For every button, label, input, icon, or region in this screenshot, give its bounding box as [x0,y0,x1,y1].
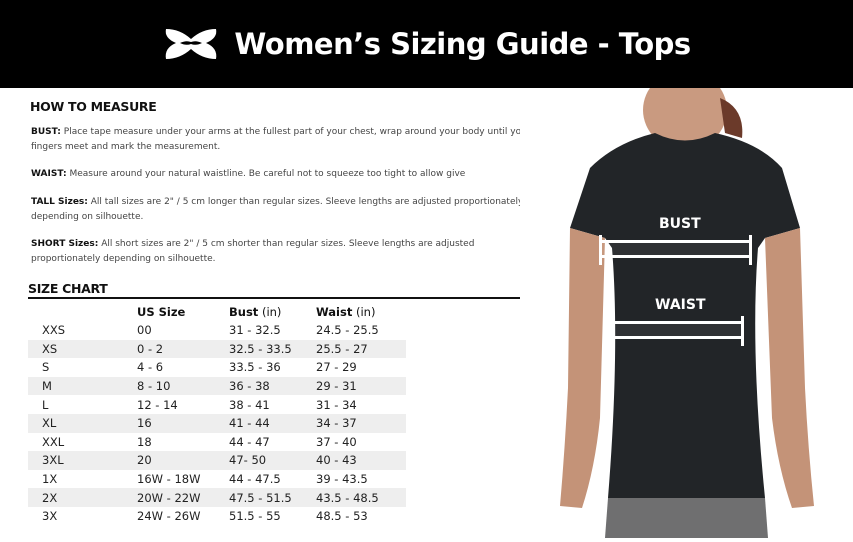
short-text: All short sizes are 2" / 5 cm shorter th… [31,239,475,264]
waist-label: WAIST: [31,169,67,179]
size-cell: XL [28,413,137,433]
waist-cell: 25.5 - 27 [316,339,406,359]
bust-text: Place tape measure under your arms at th… [31,127,531,152]
tall-instructions: TALL Sizes: All tall sizes are 2" / 5 cm… [31,195,536,225]
table-row: 1X 16W - 18W 44 - 47.5 39 - 43.5 [28,470,406,489]
bust-cell: 31 - 32.5 [229,323,281,338]
us-size-cell: 24W - 26W [137,509,201,524]
column-header-us-size: US Size [137,304,186,319]
table-row: XXS 00 31 - 32.5 24.5 - 25.5 [28,321,406,340]
page-title: Women’s Sizing Guide - Tops [234,27,691,61]
waist-measure-line [607,316,744,346]
size-cell: XXL [42,434,65,449]
bust-label: BUST: [31,127,61,137]
model-shirt-image [520,70,853,538]
bust-cell: 44 - 47 [229,434,270,449]
tall-text: All tall sizes are 2" / 5 cm longer than… [31,197,524,222]
size-cell: 3XL [28,451,137,470]
waist-cell: 48.5 - 53 [316,509,368,524]
size-chart-table: US Size Bust (in) Waist (in) XXS 00 31 - 3… [28,302,406,526]
how-to-measure-heading: HOW TO MEASURE [30,99,157,114]
table-row: L 12 - 14 38 - 41 31 - 34 [28,395,406,414]
size-chart-heading: SIZE CHART [28,281,108,296]
waist-cell: 24.5 - 25.5 [316,323,379,338]
divider [28,297,538,299]
bust-instructions: BUST: Place tape measure under your arms… [31,125,536,155]
bust-cell: 44 - 47.5 [229,472,281,487]
tall-label: TALL Sizes: [31,197,88,207]
bust-cell: 47- 50 [229,451,316,470]
under-armour-logo-icon [166,29,217,59]
size-cell: M [28,376,137,396]
bust-cell: 32.5 - 33.5 [229,339,316,359]
waist-cell: 37 - 40 [316,434,357,449]
waist-cell: 31 - 34 [316,397,357,412]
bust-figure-label: BUST [659,216,701,232]
column-header [28,302,137,321]
bust-measure-line [599,235,752,265]
waist-cell: 40 - 43 [316,451,406,470]
table-row: XS 0 - 2 32.5 - 33.5 25.5 - 27 [28,339,406,359]
table-header: US Size Bust (in) Waist (in) [28,302,406,321]
table-row: 2X 20W - 22W 47.5 - 51.5 43.5 - 48.5 [28,488,406,507]
waist-cell: 34 - 37 [316,413,406,433]
bust-cell: 33.5 - 36 [229,360,281,375]
us-size-cell: 12 - 14 [137,397,178,412]
us-size-cell: 20 [137,451,229,470]
size-cell: S [42,360,50,375]
table-row: XXL 18 44 - 47 37 - 40 [28,433,406,452]
waist-cell: 39 - 43.5 [316,472,368,487]
waist-cell: 43.5 - 48.5 [316,488,406,507]
us-size-cell: 8 - 10 [137,376,229,396]
short-instructions: SHORT Sizes: All short sizes are 2" / 5 … [31,237,536,267]
header-banner: Women’s Sizing Guide - Tops [0,0,853,88]
size-cell: XS [28,339,137,359]
column-header-waist: Waist (in) [316,304,376,319]
table-row: XL 16 41 - 44 34 - 37 [28,413,406,433]
size-cell: 2X [28,488,137,507]
size-cell: 1X [42,472,58,487]
waist-instructions: WAIST: Measure around your natural waist… [31,167,536,182]
table-row: 3X 24W - 26W 51.5 - 55 48.5 - 53 [28,507,406,526]
us-size-cell: 0 - 2 [137,339,229,359]
bust-cell: 36 - 38 [229,376,316,396]
waist-text: Measure around your natural waistline. B… [66,169,466,179]
us-size-cell: 18 [137,434,152,449]
bust-cell: 51.5 - 55 [229,509,281,524]
us-size-cell: 00 [137,323,152,338]
waist-figure-label: WAIST [655,297,706,313]
size-cell: L [42,397,49,412]
waist-cell: 29 - 31 [316,376,406,396]
size-cell: 3X [42,509,58,524]
table-row: 3XL 20 47- 50 40 - 43 [28,451,406,470]
us-size-cell: 16 [137,413,229,433]
us-size-cell: 4 - 6 [137,360,164,375]
us-size-cell: 20W - 22W [137,488,229,507]
short-label: SHORT Sizes: [31,239,99,249]
waist-cell: 27 - 29 [316,360,357,375]
table-row: S 4 - 6 33.5 - 36 27 - 29 [28,358,406,377]
bust-cell: 38 - 41 [229,397,270,412]
us-size-cell: 16W - 18W [137,472,201,487]
bust-cell: 41 - 44 [229,413,316,433]
bust-cell: 47.5 - 51.5 [229,488,316,507]
size-cell: XXS [42,323,66,338]
column-header-bust: Bust (in) [229,304,282,319]
